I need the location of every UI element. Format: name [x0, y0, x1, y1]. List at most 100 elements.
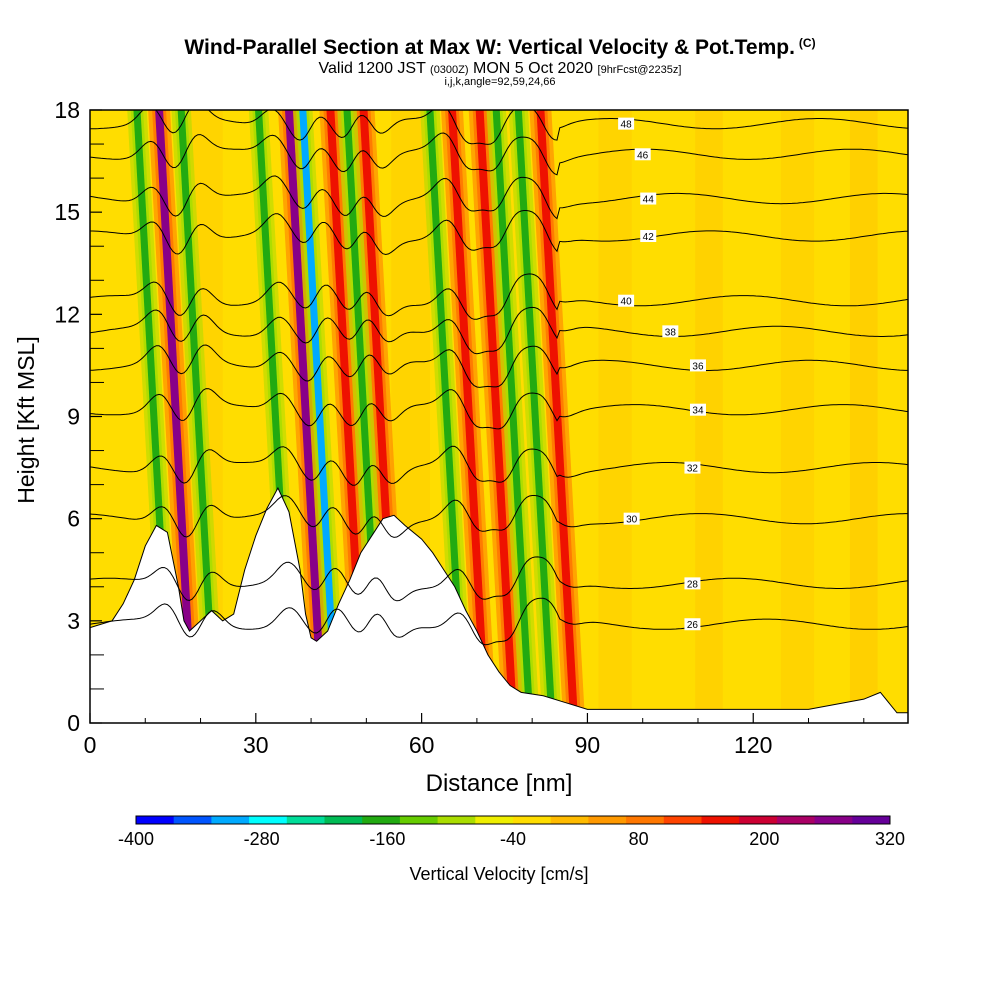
colorbar-swatch — [475, 816, 514, 824]
colorbar-swatch — [286, 816, 325, 824]
y-tick-label: 3 — [67, 608, 80, 634]
contour-label-bg — [640, 192, 657, 205]
subtitle-valid: Valid 1200 JST — [318, 60, 426, 77]
contour-label-bg — [684, 577, 701, 590]
downdraft-band — [293, 110, 347, 723]
contour-label-bg — [618, 294, 635, 307]
contour-label: 26 — [687, 620, 699, 631]
contour-label: 32 — [687, 464, 699, 475]
colorbar-swatch — [626, 816, 665, 824]
y-tick-label: 6 — [67, 506, 80, 532]
colorbar-swatch — [701, 816, 740, 824]
contour-label-bg — [618, 117, 635, 130]
colorbar-swatch — [362, 816, 401, 824]
colorbar-tick-label: -160 — [369, 829, 405, 849]
y-tick-label: 9 — [67, 404, 80, 430]
contour-label: 30 — [626, 515, 638, 526]
contour-label-bg — [689, 403, 706, 416]
colorbar-tick-label: 80 — [629, 829, 649, 849]
contour-label-bg — [662, 325, 679, 338]
contour-label: 38 — [665, 327, 677, 338]
contour-label-bg — [623, 512, 640, 525]
downdraft-band — [486, 110, 540, 723]
colorbar-swatch — [399, 816, 439, 824]
theta-contour: 30 — [90, 495, 908, 538]
colorbar-swatch — [814, 816, 853, 824]
subtitle-date: MON 5 Oct 2020 — [473, 60, 594, 77]
theta-contour: 48 — [90, 110, 908, 145]
contour-label: 42 — [643, 232, 655, 243]
contour-label: 44 — [643, 195, 655, 206]
theta-contour: 26 — [90, 597, 908, 646]
x-tick-label: 60 — [409, 732, 435, 758]
colorbar-swatch — [663, 816, 702, 824]
colorbar-swatch — [776, 816, 816, 824]
colorbar: -400 -280 -160 -40 80 200 320 — [118, 815, 905, 849]
downdraft-band — [171, 110, 225, 723]
colorbar-swatch — [249, 816, 288, 824]
terrain-mask — [89, 486, 909, 724]
contour-label: 34 — [692, 406, 704, 417]
colorbar-label: Vertical Velocity [cm/s] — [409, 864, 588, 884]
contour-label: 48 — [621, 120, 633, 131]
colorbar-tick-label: -280 — [244, 829, 280, 849]
colorbar-tick-label: -40 — [500, 829, 526, 849]
contour-label: 40 — [621, 297, 633, 308]
updraft-band — [148, 110, 204, 723]
y-tick-label: 15 — [54, 199, 80, 225]
downdraft-band — [508, 110, 562, 723]
colorbar-swatch — [173, 816, 212, 824]
x-axis-label: Distance [nm] — [426, 770, 573, 797]
subtitle-forecast: [9hrFcst@2235z] — [597, 64, 682, 76]
colorbar-swatch — [513, 816, 552, 824]
colorbar-swatch — [136, 816, 175, 824]
theta-contours: 26 28 30 32 34 36 38 40 42 44 46 48 — [90, 110, 908, 646]
theta-contour: 46 — [90, 132, 908, 176]
colorbar-swatch — [739, 816, 778, 824]
colorbar-tick-label: 200 — [749, 829, 779, 849]
colorbar-swatch — [211, 816, 250, 824]
colorbar-swatch — [437, 816, 476, 824]
chart-subtitle: Valid 1200 JST (0300Z) MON 5 Oct 2020 [9… — [0, 60, 1000, 79]
theta-contour: 42 — [90, 210, 908, 256]
chart-title-tag: (C) — [798, 36, 816, 50]
contour-label-bg — [634, 148, 651, 161]
theta-contour: 28 — [90, 556, 908, 602]
theta-contour: 40 — [90, 273, 908, 320]
theta-contour: 44 — [90, 175, 908, 220]
colorbar-frame — [135, 815, 891, 825]
theta-contour: 36 — [90, 344, 908, 388]
field-patch — [598, 110, 632, 723]
subtitle-utc: (0300Z) — [430, 64, 469, 76]
contour-label: 46 — [637, 150, 649, 161]
chart-title: Wind-Parallel Section at Max W: Vertical… — [184, 36, 816, 59]
colorbar-swatch — [852, 816, 891, 824]
contour-label-bg — [684, 461, 701, 474]
colorbar-swatch — [588, 816, 627, 824]
y-tick-label: 18 — [54, 97, 80, 123]
contour-label-bg — [640, 230, 657, 243]
contour-label-bg — [689, 359, 706, 372]
chart-params: i,j,k,angle=92,59,24,66 — [444, 76, 556, 88]
colorbar-tick-label: 320 — [875, 829, 905, 849]
x-tick-label: 120 — [734, 732, 772, 758]
x-tick-label: 90 — [575, 732, 601, 758]
contour-label-bg — [684, 618, 701, 631]
updraft-band — [468, 110, 525, 723]
field-patch — [849, 110, 878, 723]
contour-label: 28 — [687, 579, 699, 590]
x-tick-label: 30 — [243, 732, 269, 758]
y-axis-label: Height [Kft MSL] — [13, 336, 39, 503]
y-tick-label: 12 — [54, 301, 80, 327]
theta-contour: 32 — [90, 445, 908, 486]
colorbar-tick-label: -400 — [118, 829, 154, 849]
contour-label: 36 — [692, 361, 704, 372]
theta-contour: 34 — [90, 388, 908, 430]
updraft-band — [529, 110, 586, 723]
x-tick-label: 0 — [84, 732, 97, 758]
theta-contour: 38 — [90, 306, 908, 355]
y-tick-label: 0 — [67, 710, 80, 736]
colorbar-swatch — [324, 816, 363, 824]
